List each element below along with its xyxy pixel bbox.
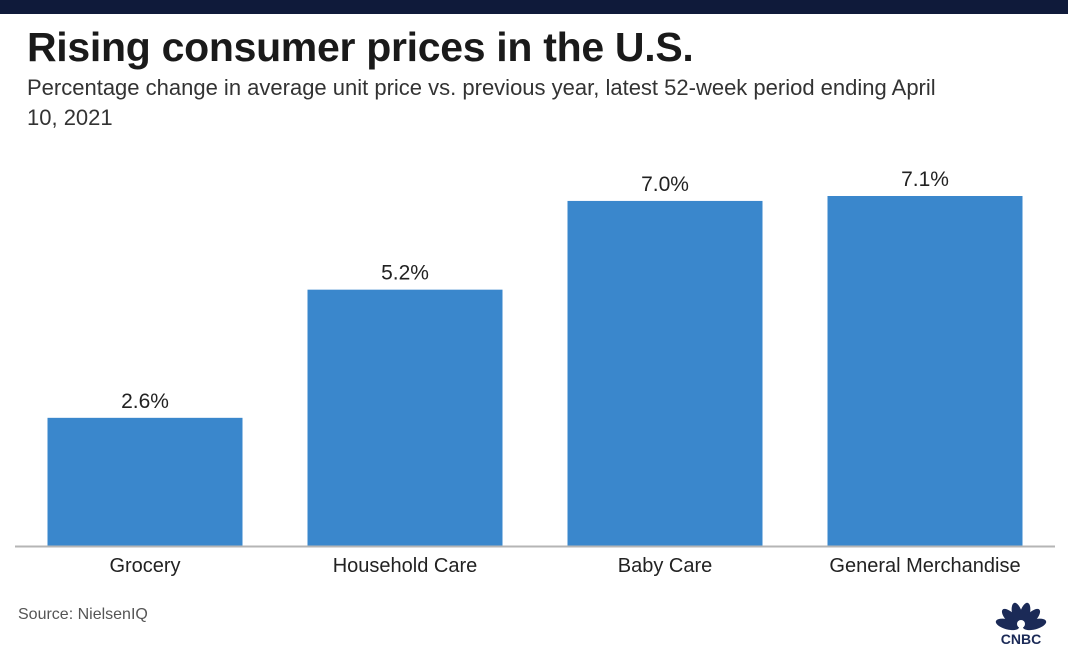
category-label: General Merchandise (829, 555, 1020, 577)
cnbc-peacock-icon: CNBC (995, 602, 1047, 646)
data-label: 7.1% (901, 168, 949, 191)
bar-general-merchandise (827, 196, 1023, 546)
source-note: Source: NielsenIQ (18, 606, 148, 623)
category-label: Grocery (109, 555, 180, 577)
logo-wordmark: CNBC (1001, 631, 1041, 646)
bar-chart: 2.6% Grocery 5.2% Household Care 7.0% Baby Ca… (15, 168, 1055, 577)
data-label: 2.6% (121, 390, 169, 413)
bar-grocery (47, 417, 243, 546)
category-label: Household Care (333, 555, 478, 577)
chart-subtitle: Percentage change in average unit price … (27, 75, 936, 130)
header-bar (0, 0, 1068, 14)
category-label: Baby Care (618, 555, 713, 577)
bar-household-care (307, 289, 503, 546)
chart-title: Rising consumer prices in the U.S. (27, 24, 694, 70)
data-label: 7.0% (641, 173, 689, 196)
bar-baby-care (567, 200, 763, 547)
data-label: 5.2% (381, 262, 429, 285)
